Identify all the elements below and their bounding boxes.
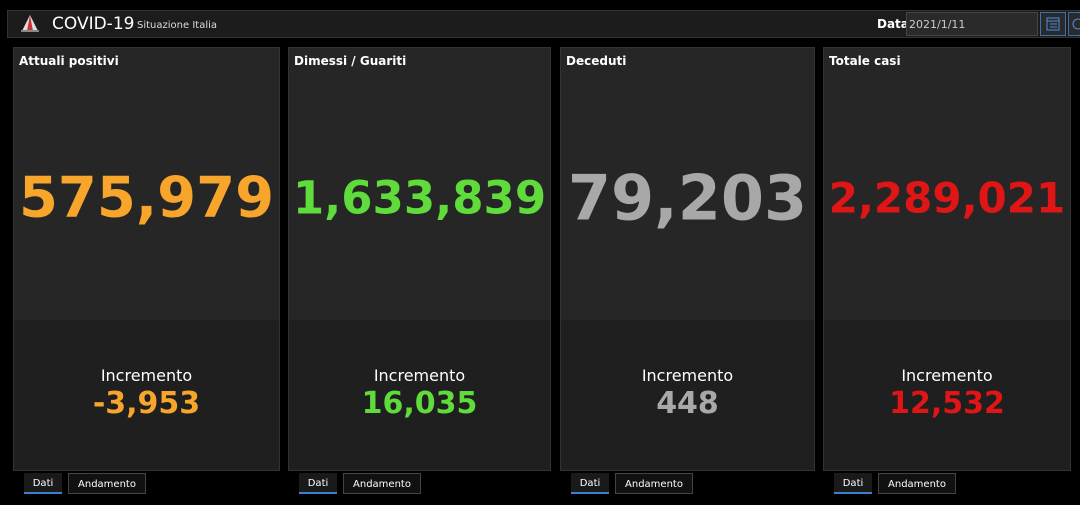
increment-value: 12,532 (889, 386, 1005, 421)
date-input[interactable]: 2021/1/11 (906, 12, 1038, 36)
card-value: 575,979 (18, 165, 275, 231)
card-title: Attuali positivi (19, 54, 119, 68)
app-title: COVID-19 (52, 14, 135, 34)
calendar-button[interactable] (1040, 12, 1066, 36)
logo (21, 15, 39, 32)
tab-active[interactable]: Dati (299, 473, 337, 494)
card-value: 79,203 (567, 161, 808, 235)
tab-active[interactable]: Dati (24, 473, 62, 494)
increment-label: Incremento (641, 366, 734, 385)
tab[interactable]: Andamento (68, 473, 146, 494)
card-title: Deceduti (566, 54, 627, 68)
header-bar: COVID-19 Situazione Italia Data 2021/1/1… (7, 10, 1080, 38)
card-top (14, 48, 279, 320)
tab[interactable]: Andamento (343, 473, 421, 494)
tab[interactable]: Andamento (615, 473, 693, 494)
card-value: 1,633,839 (292, 171, 547, 225)
date-label: Data (877, 17, 909, 31)
card-value: 2,289,021 (828, 173, 1066, 223)
card-top (289, 48, 550, 320)
increment-label: Incremento (901, 366, 993, 385)
stat-card: Dimessi / Guariti 1,633,839 Incremento 16,0… (288, 47, 551, 471)
increment-label: Incremento (100, 366, 193, 385)
app-subtitle: Situazione Italia (137, 20, 218, 31)
card-top (561, 48, 814, 320)
increment-value: 16,035 (361, 386, 478, 421)
tab-active[interactable]: Dati (571, 473, 609, 494)
card-title: Totale casi (829, 54, 901, 68)
time-button[interactable] (1068, 12, 1080, 36)
tab[interactable]: Andamento (878, 473, 956, 494)
increment-value: -3,953 (92, 386, 201, 421)
tab-active[interactable]: Dati (834, 473, 872, 494)
card-title: Dimessi / Guariti (294, 54, 407, 68)
stat-card: Attuali positivi 575,979 Incremento -3,953 (13, 47, 280, 471)
stat-card: Deceduti 79,203 Incremento 448 (560, 47, 815, 471)
stat-card: Totale casi 2,289,021 Incremento 12,532 (823, 47, 1071, 471)
increment-label: Incremento (373, 366, 466, 385)
card-top (824, 48, 1070, 320)
increment-value: 448 (656, 386, 719, 421)
